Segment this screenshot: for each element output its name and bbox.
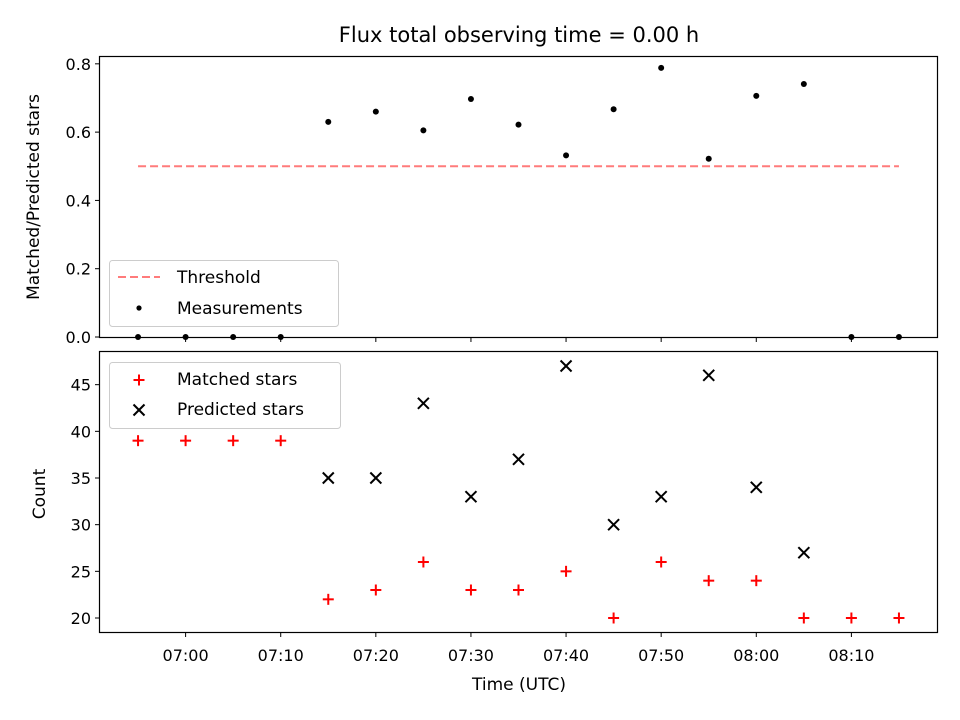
top-ytick-label: 0.0 [66, 328, 91, 347]
measurement-point [420, 127, 427, 134]
legend-matched-swatch [133, 374, 145, 386]
matched-star-point [322, 593, 334, 605]
measurement-point [610, 106, 617, 113]
matched-star-point [370, 584, 382, 596]
matched-star-point [417, 556, 429, 568]
bottom-legend: Matched stars Predicted stars [109, 362, 341, 429]
measurement-point [325, 118, 332, 125]
bottom-y-axis: 20 25 30 35 40 45 [71, 376, 100, 628]
predicted-x-b [797, 546, 811, 559]
matched-star-point [132, 435, 144, 447]
predicted-x-b [607, 518, 620, 531]
matched-star-point [703, 575, 715, 587]
predicted-x-b [417, 397, 430, 410]
predicted-star-point [322, 471, 335, 485]
bottom-ytick-label: 20 [71, 609, 91, 628]
x-tick-label: 07:00 [163, 646, 209, 665]
measurement-point [467, 96, 474, 102]
top-ytick-label: 0.8 [66, 55, 91, 74]
bottom-ytick-label: 25 [71, 562, 91, 581]
predicted-star-point [797, 546, 811, 559]
bottom-x-axis: 07:00 07:10 07:20 07:30 07:40 07:50 08:00 08:10 [163, 632, 874, 665]
predicted-x-b [512, 453, 525, 466]
predicted-star-point [702, 369, 715, 382]
legend-matched-label: Matched stars [177, 370, 297, 390]
legend-threshold-label: Threshold [176, 268, 261, 288]
predicted-star-point [369, 471, 383, 485]
measurement-point [563, 152, 570, 159]
top-legend: Threshold Measurements [109, 260, 339, 327]
matched-star-point [750, 575, 762, 587]
bottom-plot-area [132, 359, 905, 624]
top-legend-box [109, 260, 339, 327]
predicted-x-b [464, 490, 478, 503]
x-tick-label: 08:10 [828, 646, 874, 665]
matched-star-point [465, 584, 477, 596]
top-ytick-label: 0.6 [66, 123, 91, 142]
predicted-x-b [369, 471, 383, 485]
legend-predicted-swatch [132, 403, 146, 417]
matched-star-point [227, 435, 239, 447]
bottom-ytick-label: 40 [71, 422, 91, 441]
predicted-x-b [702, 369, 715, 382]
legend-predicted-label: Predicted stars [177, 400, 304, 420]
x-tick-label: 07:30 [448, 646, 494, 665]
predicted-star-point [512, 453, 525, 466]
bottom-ytick-label: 45 [71, 376, 91, 395]
top-y-axis: 0.0 0.2 0.4 0.6 0.8 [66, 55, 100, 347]
measurement-point [372, 108, 379, 115]
measurement-point [800, 80, 807, 87]
matched-star-point [608, 612, 620, 624]
bottom-ytick-label: 30 [71, 516, 91, 535]
bottom-legend-box [109, 362, 341, 429]
measurement-point [753, 92, 760, 99]
x-tick-label: 08:00 [733, 646, 779, 665]
chart-title: Flux total observing time = 0.00 h [339, 23, 699, 47]
top-ytick-label: 0.4 [66, 191, 91, 210]
matched-star-point [845, 612, 857, 624]
predicted-star-point [654, 490, 668, 503]
predicted-x-b [322, 471, 335, 485]
matched-star-point [275, 435, 287, 447]
predicted-star-point [607, 518, 620, 531]
legend-measurements-swatch [136, 305, 142, 311]
x-tick-label: 07:50 [638, 646, 684, 665]
measurement-point [658, 64, 665, 71]
predicted-x-b [559, 359, 573, 373]
bottom-axes-frame [98, 350, 939, 634]
x-axis-label: Time (UTC) [471, 675, 566, 695]
predicted-star-point [750, 481, 763, 494]
top-axes-frame [98, 55, 939, 339]
matched-star-point [798, 612, 810, 624]
predicted-star-point [559, 359, 573, 373]
bottom-ytick-label: 35 [71, 469, 91, 488]
top-panel: 0.00.20.40.60.8 Matched/Predicted stars … [24, 55, 939, 347]
matched-star-point [560, 565, 572, 577]
legend-measurements-label: Measurements [177, 299, 303, 319]
predicted-x-b [654, 490, 668, 503]
x-tick-label: 07:40 [543, 646, 589, 665]
x-tick-label: 07:20 [353, 646, 399, 665]
top-ytick-label: 0.2 [66, 260, 91, 279]
measurement-point [705, 155, 712, 162]
matched-star-point [180, 435, 192, 447]
matched-star-point [513, 584, 524, 596]
predicted-x-b [750, 481, 763, 494]
top-y-axis-label: Matched/Predicted stars [24, 94, 44, 300]
matched-star-point [893, 612, 905, 624]
measurement-point [515, 121, 522, 128]
x-tick-label: 07:10 [258, 646, 304, 665]
predicted-star-point [417, 397, 430, 410]
predicted-star-point [464, 490, 478, 503]
bottom-y-axis-label: Count [30, 468, 50, 519]
matched-star-point [655, 556, 667, 568]
